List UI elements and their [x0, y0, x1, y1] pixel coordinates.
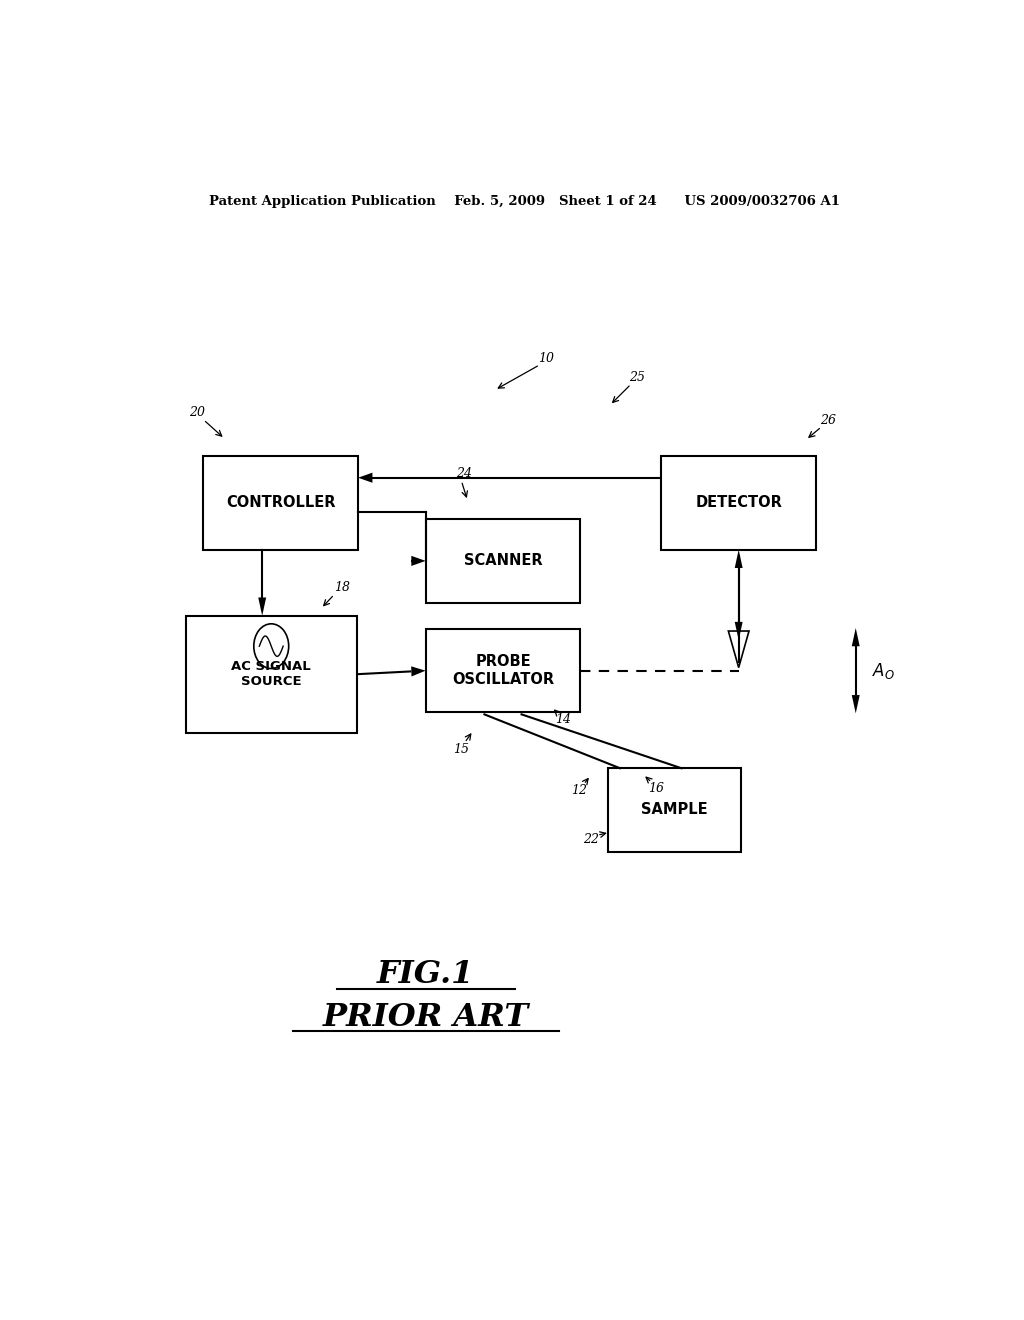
Polygon shape	[358, 473, 373, 483]
Bar	[426, 630, 581, 713]
Text: CONTROLLER: CONTROLLER	[226, 495, 336, 511]
Text: DETECTOR: DETECTOR	[695, 495, 782, 511]
Text: PROBE
OSCILLATOR: PROBE OSCILLATOR	[452, 655, 554, 686]
Bar	[662, 457, 816, 549]
Text: Patent Application Publication    Feb. 5, 2009   Sheet 1 of 24      US 2009/0032: Patent Application Publication Feb. 5, 2…	[209, 194, 841, 207]
Text: SCANNER: SCANNER	[464, 553, 543, 569]
Bar	[204, 457, 358, 549]
Text: 18: 18	[334, 581, 350, 594]
Polygon shape	[734, 549, 742, 568]
Text: $A_O$: $A_O$	[871, 661, 895, 681]
Text: AC SIGNAL
SOURCE: AC SIGNAL SOURCE	[231, 660, 311, 688]
Polygon shape	[734, 622, 742, 640]
Text: SAMPLE: SAMPLE	[641, 803, 709, 817]
Text: 25: 25	[630, 371, 645, 384]
Text: 16: 16	[648, 781, 665, 795]
Polygon shape	[412, 556, 426, 566]
Text: 12: 12	[570, 784, 587, 797]
Polygon shape	[258, 598, 266, 615]
Text: 24: 24	[457, 467, 472, 480]
Polygon shape	[852, 696, 860, 713]
Bar	[608, 768, 741, 851]
Text: 15: 15	[454, 743, 469, 756]
Text: 26: 26	[820, 414, 836, 428]
Polygon shape	[412, 667, 426, 676]
Text: FIG.1: FIG.1	[377, 960, 474, 990]
Text: 20: 20	[189, 407, 205, 418]
Bar	[426, 519, 581, 602]
Text: PRIOR ART: PRIOR ART	[323, 1002, 528, 1032]
Text: 22: 22	[584, 833, 599, 846]
Text: 10: 10	[539, 352, 554, 366]
Text: 14: 14	[555, 713, 571, 726]
Bar	[186, 615, 356, 733]
Polygon shape	[852, 628, 860, 647]
